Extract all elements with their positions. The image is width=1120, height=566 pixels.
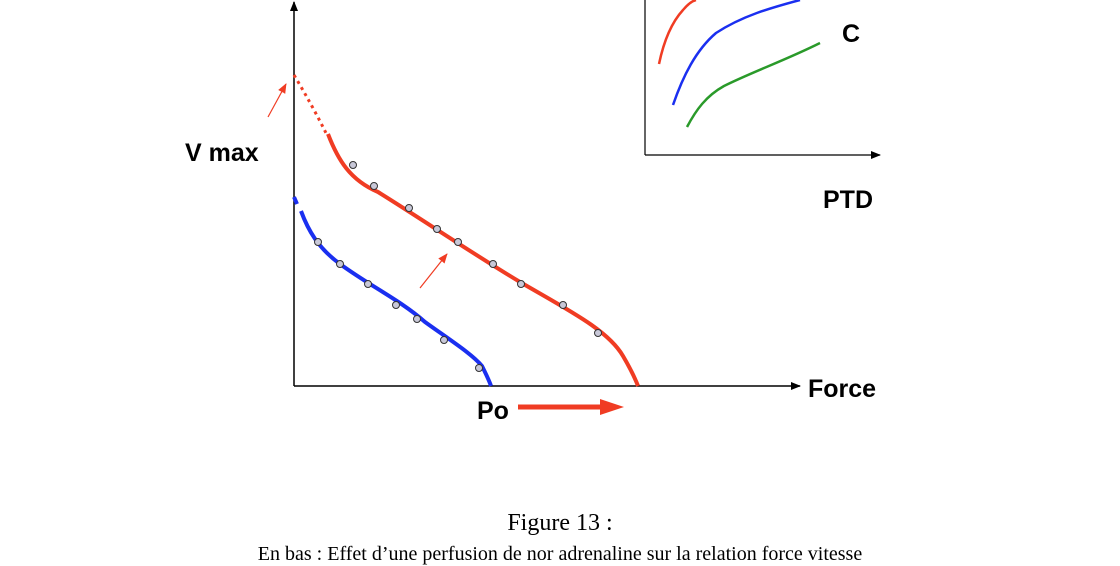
shift-arrow <box>419 253 448 289</box>
data-point <box>559 301 567 309</box>
data-point <box>405 204 413 212</box>
data-point <box>594 329 602 337</box>
data-point <box>364 280 372 288</box>
vmax-arrow <box>267 83 287 118</box>
figure-caption-title: Figure 13 : <box>507 510 613 536</box>
data-point <box>370 182 378 190</box>
data-point <box>517 280 525 288</box>
data-point <box>349 161 357 169</box>
po-label: Po <box>477 397 509 425</box>
vmax-label: V max <box>185 139 259 167</box>
data-point <box>413 315 421 323</box>
inset-red-curve <box>657 0 697 65</box>
data-point <box>489 260 497 268</box>
red-force-velocity-curve <box>326 133 640 387</box>
inset-green-curve <box>685 41 821 128</box>
inset-blue-curve <box>671 0 801 106</box>
inset-curve-label: C <box>842 20 860 48</box>
data-point <box>314 238 322 246</box>
data-point <box>454 238 462 246</box>
data-point <box>475 364 483 372</box>
data-point <box>392 301 400 309</box>
figure-caption-text: En bas : Effet d’une perfusion de nor ad… <box>257 543 863 565</box>
red-curve-extrapolation <box>292 74 328 134</box>
blue-curve-start <box>292 196 299 205</box>
data-point <box>336 260 344 268</box>
red-data-points <box>349 161 602 337</box>
main-axes <box>290 1 801 390</box>
blue-force-velocity-curve <box>299 210 493 387</box>
force-axis-label: Force <box>808 375 876 403</box>
blue-data-points <box>314 238 483 372</box>
inset-x-label: PTD <box>823 186 873 214</box>
po-shift-arrow <box>518 399 624 415</box>
data-point <box>440 336 448 344</box>
data-point <box>433 225 441 233</box>
inset-chart: C PTD <box>644 0 881 214</box>
